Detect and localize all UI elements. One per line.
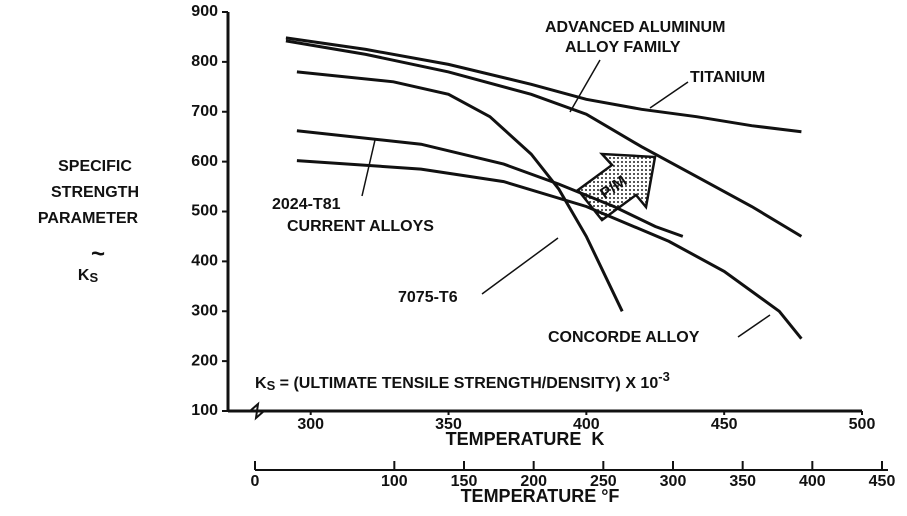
leader <box>569 59 601 113</box>
x2-tick-label: 0 <box>251 473 260 490</box>
y-label-symbol: KS <box>78 267 99 285</box>
leader <box>481 237 559 295</box>
x2-tick-label: 100 <box>381 473 408 490</box>
symbol-sub: S <box>89 270 98 285</box>
y-label-line: PARAMETER <box>38 210 139 227</box>
leader <box>361 139 376 197</box>
x2-tick-label: 250 <box>590 473 617 490</box>
x2-tick-label: 150 <box>451 473 478 490</box>
y-axis-label: SPECIFIC STRENGTH PARAMETER ~ KS <box>38 158 139 285</box>
y-tick-label: 700 <box>191 103 218 120</box>
y-tick-label: 300 <box>191 302 218 319</box>
y-tick-label: 400 <box>191 253 218 270</box>
y-tick-label: 800 <box>191 53 218 70</box>
x2-axis-label: TEMPERATURE °F <box>461 486 620 506</box>
symbol: K <box>78 267 90 284</box>
x2-tick-label: 200 <box>520 473 547 490</box>
curve-label: TITANIUM <box>690 69 765 86</box>
y-tick-label: 100 <box>191 402 218 419</box>
curve <box>285 36 802 134</box>
formula: KS = (ULTIMATE TENSILE STRENGTH/DENSITY)… <box>255 369 670 393</box>
x-tick-label: 450 <box>711 416 738 433</box>
formula-text: = (ULTIMATE TENSILE STRENGTH/DENSITY) X … <box>275 375 658 392</box>
leaders <box>361 59 771 338</box>
y-tick-label: 200 <box>191 352 218 369</box>
x2-tick-label: 400 <box>799 473 826 490</box>
y-tick-label: 500 <box>191 203 218 220</box>
curve <box>296 70 624 312</box>
curve <box>296 129 684 238</box>
curve-label: 2024-T81 <box>272 196 341 213</box>
curve <box>296 159 803 340</box>
y-label-line: SPECIFIC <box>58 158 132 175</box>
leader <box>737 314 771 338</box>
x2-tick-label: 300 <box>660 473 687 490</box>
curve-label: CONCORDE ALLOY <box>548 329 700 346</box>
x-tick-label: 500 <box>849 416 876 433</box>
y-label-tilde: ~ <box>91 240 105 267</box>
x2-tick-label: 350 <box>729 473 756 490</box>
curve-label: CURRENT ALLOYS <box>287 218 434 235</box>
curve-label: ADVANCED ALUMINUM <box>545 19 725 36</box>
formula-symbol: K <box>255 375 267 392</box>
x-tick-label: 300 <box>297 416 324 433</box>
leader <box>649 81 689 109</box>
x-tick-label: 350 <box>435 416 462 433</box>
x-tick-label: 400 <box>573 416 600 433</box>
y-tick-label: 900 <box>191 3 218 20</box>
y-tick-label: 600 <box>191 153 218 170</box>
formula-sub: S <box>267 378 276 393</box>
formula-sup: -3 <box>658 369 670 384</box>
curve <box>285 39 803 238</box>
x-axis-label: TEMPERATURE K <box>446 429 605 449</box>
x2-tick-label: 450 <box>869 473 896 490</box>
curve-label: ALLOY FAMILY <box>565 39 681 56</box>
y-label-line: STRENGTH <box>51 184 139 201</box>
curve-label: 7075-T6 <box>398 289 458 306</box>
